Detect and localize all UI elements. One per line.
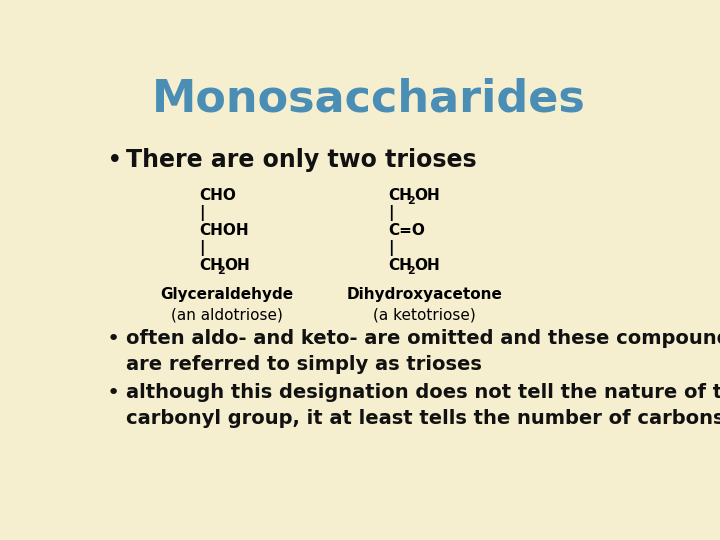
Text: 2: 2 <box>407 266 415 276</box>
Text: •: • <box>107 148 122 174</box>
Text: There are only two trioses: There are only two trioses <box>126 148 477 172</box>
Text: •: • <box>107 383 120 403</box>
Text: (an aldotriose): (an aldotriose) <box>171 307 283 322</box>
Text: often aldo- and keto- are omitted and these compounds: often aldo- and keto- are omitted and th… <box>126 329 720 348</box>
Text: CH: CH <box>389 188 413 203</box>
Text: (a ketotriose): (a ketotriose) <box>374 307 476 322</box>
Text: CH: CH <box>389 258 413 273</box>
Text: Dihydroxyacetone: Dihydroxyacetone <box>347 287 503 302</box>
Text: CHOH: CHOH <box>199 223 248 238</box>
Text: 2: 2 <box>407 196 415 206</box>
Text: C=O: C=O <box>389 223 426 238</box>
Text: |: | <box>199 240 204 256</box>
Text: are referred to simply as trioses: are referred to simply as trioses <box>126 355 482 374</box>
Text: although this designation does not tell the nature of the: although this designation does not tell … <box>126 383 720 402</box>
Text: CHO: CHO <box>199 188 235 203</box>
Text: carbonyl group, it at least tells the number of carbons: carbonyl group, it at least tells the nu… <box>126 409 720 428</box>
Text: OH: OH <box>414 258 440 273</box>
Text: OH: OH <box>225 258 251 273</box>
Text: 2: 2 <box>217 266 225 276</box>
Text: |: | <box>389 240 394 256</box>
Text: •: • <box>107 329 120 349</box>
Text: OH: OH <box>414 188 440 203</box>
Text: |: | <box>389 205 394 221</box>
Text: |: | <box>199 205 204 221</box>
Text: Glyceraldehyde: Glyceraldehyde <box>160 287 293 302</box>
Text: Monosaccharides: Monosaccharides <box>152 77 586 120</box>
Text: CH: CH <box>199 258 222 273</box>
